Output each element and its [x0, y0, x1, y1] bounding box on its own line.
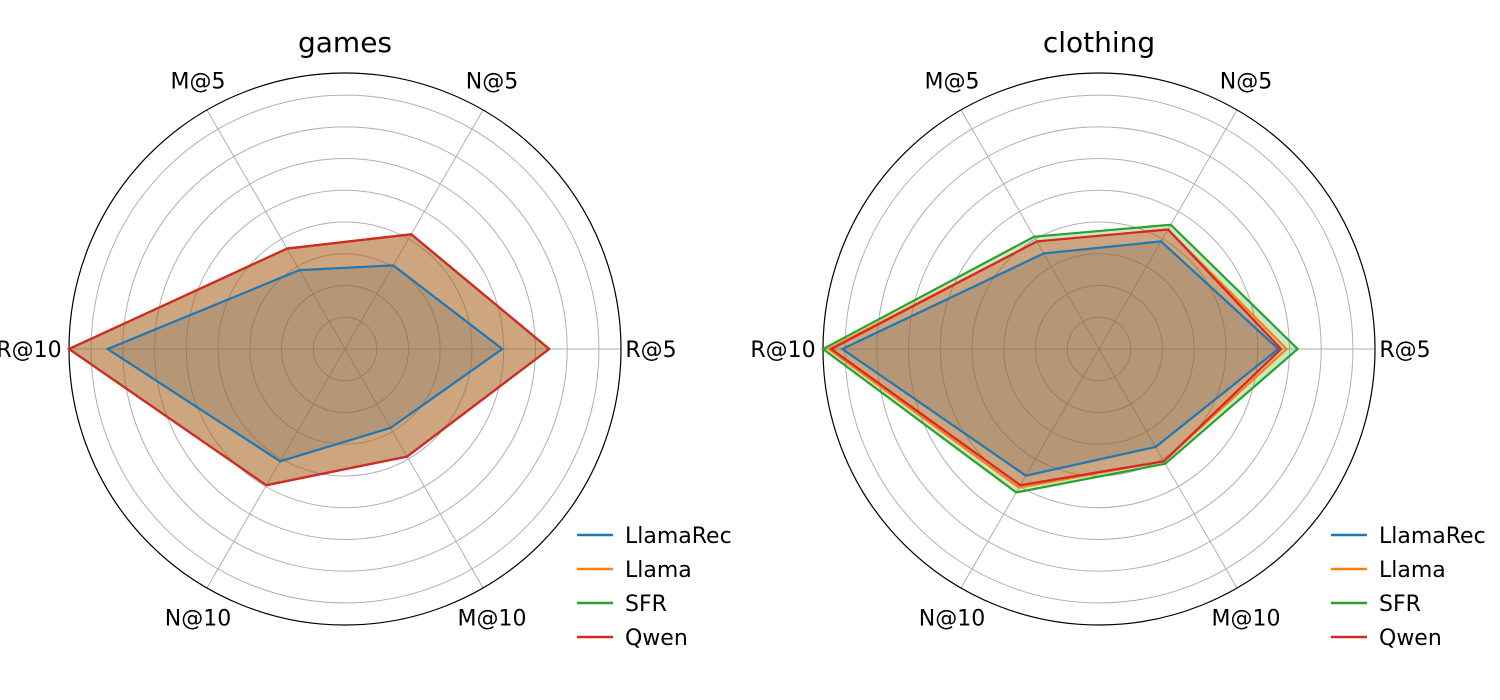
- legend-label-llama: Llama: [1379, 558, 1446, 583]
- grid-spoke: [206, 109, 346, 350]
- legend-label-sfr: SFR: [625, 592, 667, 617]
- series-line-qwen: [829, 228, 1283, 487]
- series-fill-qwen: [831, 229, 1282, 486]
- axis-label-m-at-5: M@5: [925, 69, 980, 94]
- legend-label-qwen: Qwen: [1379, 626, 1442, 651]
- axis-label-r-at-10: R@10: [750, 338, 815, 363]
- axis-label-n-at-5: N@5: [466, 69, 518, 94]
- legend-label-qwen: Qwen: [625, 626, 688, 651]
- grid-spoke: [344, 109, 484, 350]
- legend: LlamaRec Llama SFR Qwen: [577, 524, 732, 651]
- series-line-qwen: [66, 233, 552, 487]
- series-line-sfr: [820, 223, 1300, 494]
- axis-label-n-at-10: N@10: [165, 607, 231, 632]
- axis-label-n-at-10: N@10: [919, 607, 985, 632]
- legend-label-llamarec: LlamaRec: [625, 524, 732, 549]
- series-line-llamarec: [105, 264, 505, 463]
- grid-spoke: [1098, 348, 1238, 589]
- axis-label-r-at-10: R@10: [0, 338, 62, 363]
- legend-label-llamarec: LlamaRec: [1379, 524, 1486, 549]
- grid-spoke: [960, 109, 1100, 350]
- chart-title: games: [298, 26, 392, 59]
- series-fill-qwen: [69, 234, 550, 486]
- axis-label-m-at-10: M@10: [458, 607, 527, 632]
- grid-spoke: [344, 348, 484, 589]
- radar-chart-1: R@5N@5M@5R@10N@10 M@10clothingLlamaRecLla…: [750, 26, 1485, 651]
- series-line-llamarec: [840, 240, 1281, 477]
- axis-label-r-at-5: R@5: [625, 338, 676, 363]
- axis-label-m-at-5: M@5: [171, 69, 226, 94]
- radar-chart-0: R@5 N@5 M@5 R@10 N@10 M@10 games LlamaRec Llama S…: [0, 26, 732, 651]
- grid-spoke: [206, 348, 346, 589]
- axis-label-n-at-5: N@5: [1220, 69, 1272, 94]
- legend-label-llama: Llama: [625, 558, 692, 583]
- series-fill-llama: [69, 234, 550, 486]
- series-fill-llama: [828, 229, 1287, 488]
- grid-spoke: [960, 348, 1100, 589]
- legend: LlamaRec Llama SFR Qwen: [1331, 524, 1486, 651]
- axis-label-m-at-10: M@10: [1212, 607, 1281, 632]
- series-fill-llamarec: [842, 241, 1279, 476]
- legend-label-sfr: SFR: [1379, 592, 1421, 617]
- series-fill-sfr: [69, 234, 550, 486]
- chart-title: clothing: [1043, 26, 1155, 59]
- axis-label-r-at-5: R@5: [1379, 338, 1430, 363]
